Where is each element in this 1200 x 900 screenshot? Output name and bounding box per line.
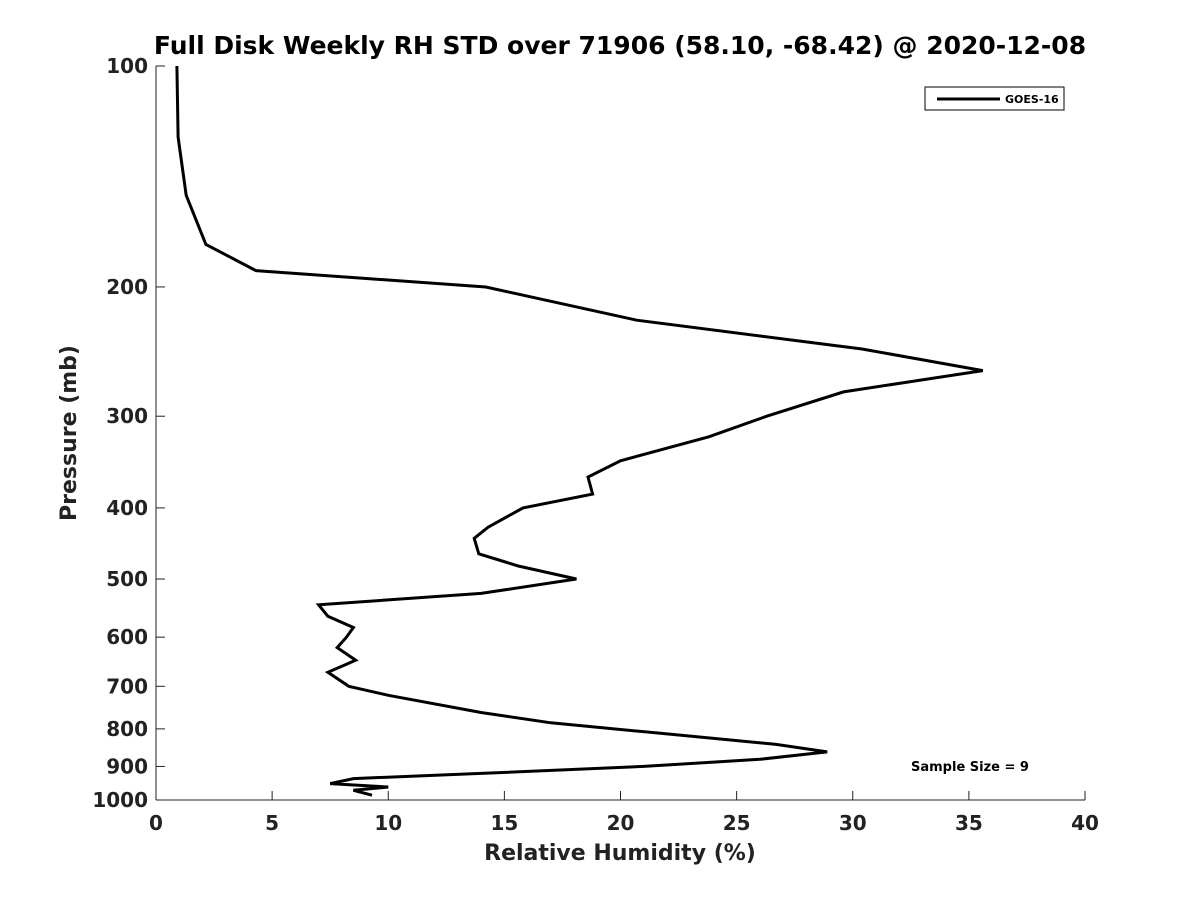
- y-tick-label: 200: [106, 275, 148, 299]
- y-tick-label: 800: [106, 717, 148, 741]
- series-layer: [175, 65, 984, 797]
- x-tick-label: 35: [955, 811, 983, 835]
- x-axis: 0 5 10 15 20 25 30 35 40: [149, 791, 1099, 835]
- x-tick-label: 20: [607, 811, 635, 835]
- x-axis-label: Relative Humidity (%): [484, 841, 756, 866]
- x-tick-label: 40: [1071, 811, 1099, 835]
- legend-label: GOES-16: [1005, 93, 1059, 106]
- y-tick-label: 1000: [92, 788, 148, 812]
- chart-title: Full Disk Weekly RH STD over 71906 (58.1…: [154, 31, 1086, 60]
- plot-area: [156, 66, 1085, 800]
- x-tick-label: 10: [374, 811, 402, 835]
- x-tick-label: 15: [490, 811, 518, 835]
- sample-size-annotation: Sample Size = 9: [911, 760, 1029, 775]
- y-tick-label: 300: [106, 404, 148, 428]
- y-tick-label: 500: [106, 567, 148, 591]
- y-tick-label: 600: [106, 625, 148, 649]
- legend: GOES-16: [924, 86, 1065, 111]
- x-tick-label: 0: [149, 811, 163, 835]
- y-axis-label: Pressure (mb): [57, 345, 82, 521]
- y-tick-label: 400: [106, 496, 148, 520]
- y-axis: 100 200 300 400 500 600 700 800 900 1000: [92, 54, 165, 812]
- x-tick-label: 25: [723, 811, 751, 835]
- x-tick-label: 30: [839, 811, 867, 835]
- y-tick-label: 700: [106, 674, 148, 698]
- y-tick-label: 900: [106, 754, 148, 778]
- series-line-goes-16: [175, 65, 984, 797]
- x-tick-label: 5: [265, 811, 279, 835]
- y-tick-label: 100: [106, 54, 148, 78]
